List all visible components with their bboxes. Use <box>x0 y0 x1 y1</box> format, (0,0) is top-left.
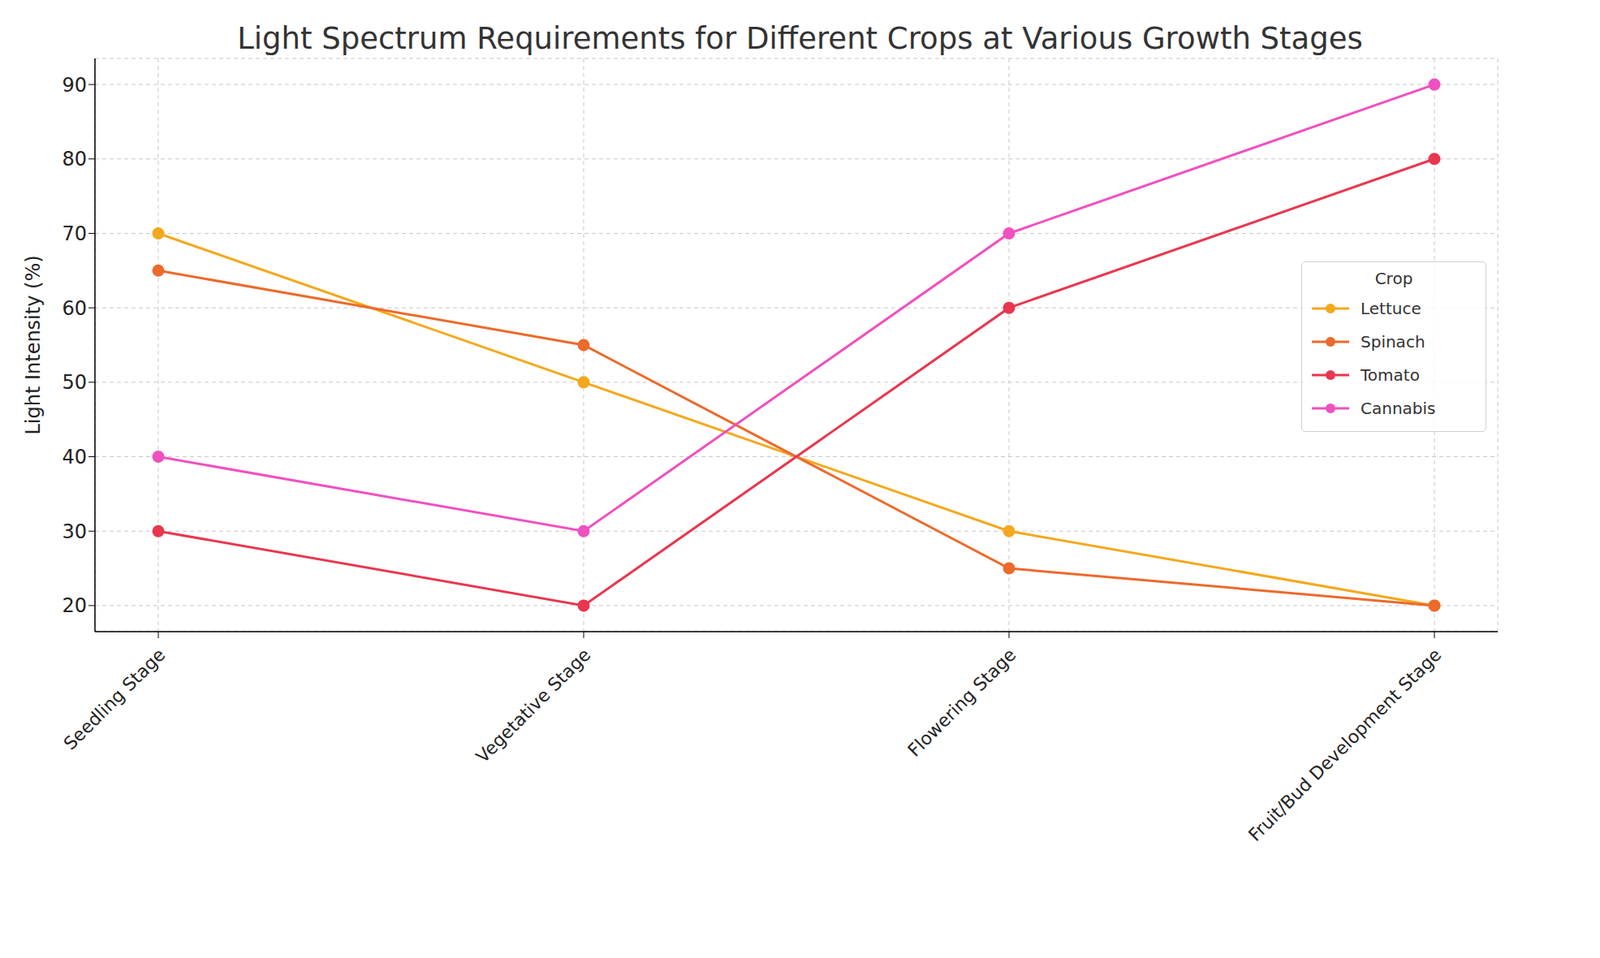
svg-text:50: 50 <box>61 370 87 394</box>
svg-text:80: 80 <box>61 147 87 171</box>
svg-text:Vegetative Stage: Vegetative Stage <box>472 644 596 768</box>
svg-text:20: 20 <box>61 594 87 617</box>
html-text:Tomato: Tomato <box>1360 364 1420 385</box>
html-text:Cannabis: Cannabis <box>1360 398 1436 418</box>
svg-text:Seedling Stage: Seedling Stage <box>60 644 170 755</box>
html-text:Crop: Crop <box>1374 268 1413 289</box>
svg-text:60: 60 <box>61 297 87 320</box>
html-text:Lettuce: Lettuce <box>1360 298 1422 318</box>
html-text:Spinach: Spinach <box>1360 331 1426 352</box>
svg-text:40: 40 <box>61 445 87 469</box>
svg-text:30: 30 <box>61 520 87 544</box>
svg-text:Light Intensity (%): Light Intensity (%) <box>21 254 45 435</box>
html-text:Light Spectrum Requirements fo: Light Spectrum Requirements for Differen… <box>237 21 1363 57</box>
svg-text:Fruit/Bud Development Stage: Fruit/Bud Development Stage <box>1244 644 1445 846</box>
svg-text:70: 70 <box>61 222 87 246</box>
svg-text:Flowering Stage: Flowering Stage <box>903 644 1020 761</box>
svg-text:90: 90 <box>61 73 87 97</box>
